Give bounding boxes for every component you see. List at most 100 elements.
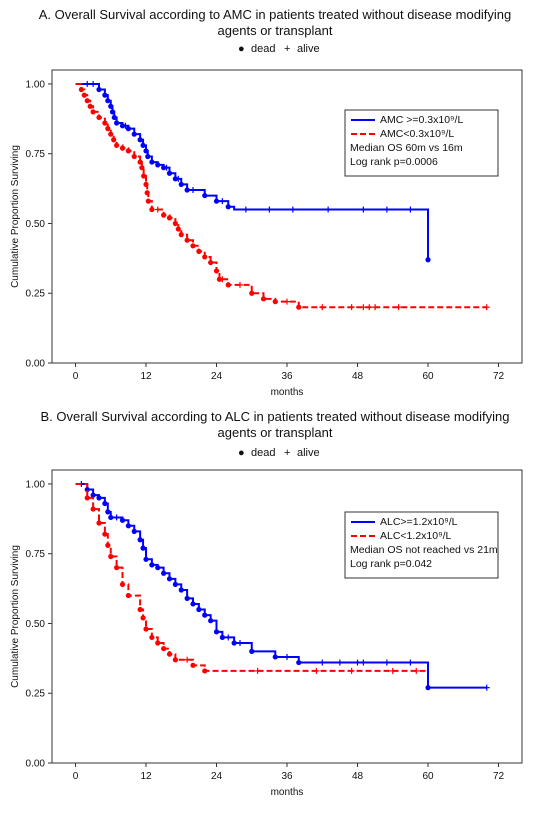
dead-marker xyxy=(425,257,431,263)
dead-marker xyxy=(144,190,150,196)
chart-title-line-1: B. Overall Survival according to ALC in … xyxy=(41,409,510,424)
series-low xyxy=(75,482,428,674)
censored-marker xyxy=(395,304,402,311)
censored-marker xyxy=(360,304,367,311)
legend-entry-label: AMC >=0.3x10⁹/L xyxy=(380,114,463,126)
dead-marker xyxy=(140,615,146,621)
dead-marker xyxy=(202,192,208,199)
dead-marker xyxy=(202,254,208,260)
legend-note: Median OS 60m vs 16m xyxy=(350,142,463,154)
x-tick-label: 0 xyxy=(73,371,79,382)
dead-marker xyxy=(155,162,161,168)
dead-marker xyxy=(102,500,108,507)
censored-marker xyxy=(237,640,243,647)
marker-legend-label-alive: alive xyxy=(297,447,320,459)
dead-marker xyxy=(166,170,173,176)
x-tick-label: 0 xyxy=(73,771,79,782)
dead-marker xyxy=(155,640,161,646)
dead-marker xyxy=(125,592,131,599)
dead-marker xyxy=(137,606,143,613)
dead-marker xyxy=(145,153,151,160)
x-tick-label: 72 xyxy=(493,371,505,382)
dead-marker xyxy=(125,523,131,529)
dead-marker xyxy=(272,654,278,660)
censored-marker xyxy=(219,198,226,205)
dead-marker xyxy=(108,553,114,560)
dead-marker xyxy=(90,492,96,498)
censored-marker xyxy=(242,206,249,213)
dead-marker xyxy=(114,120,120,126)
dead-marker xyxy=(172,581,178,588)
x-tick-label: 72 xyxy=(493,771,505,782)
censored-marker xyxy=(413,667,420,674)
dead-marker xyxy=(231,640,237,646)
dead-marker xyxy=(149,634,155,641)
dead-marker xyxy=(155,565,161,571)
dead-marker xyxy=(213,268,220,274)
dead-marker xyxy=(141,173,147,179)
dead-marker xyxy=(296,304,302,310)
x-tick-label: 36 xyxy=(281,771,293,782)
dead-marker xyxy=(172,657,178,663)
dead-marker xyxy=(166,215,173,221)
dead-marker xyxy=(184,187,190,193)
dead-marker xyxy=(114,142,120,148)
dead-marker xyxy=(139,165,145,171)
dead-marker xyxy=(219,634,225,641)
censored-marker xyxy=(266,206,273,213)
dead-marker xyxy=(208,618,214,624)
legend-box: AMC >=0.3x10⁹/L AMC<0.3x10⁹/L Median OS 60… xyxy=(344,109,499,177)
censored-marker xyxy=(389,667,396,674)
censored-marker xyxy=(348,304,355,311)
censored-marker xyxy=(289,206,296,213)
dead-marker xyxy=(190,601,196,607)
marker-legend-label-dead: dead xyxy=(251,43,275,55)
dead-marker xyxy=(96,114,102,121)
censored-marker xyxy=(360,206,367,213)
x-axis-label: months xyxy=(271,387,304,398)
y-tick-label: 0.00 xyxy=(26,759,46,770)
censored-marker xyxy=(372,304,379,311)
censored-marker xyxy=(254,667,261,674)
dead-marker xyxy=(249,290,255,296)
marker-legend-symbol-alive: + xyxy=(284,447,290,459)
dead-marker xyxy=(184,237,190,243)
dead-marker xyxy=(84,495,90,501)
dead-marker xyxy=(166,651,173,657)
dead-marker xyxy=(225,282,231,288)
dead-marker xyxy=(145,198,151,204)
marker-legend-label-alive: alive xyxy=(297,43,320,55)
y-tick-label: 1.00 xyxy=(26,79,46,90)
dead-marker xyxy=(102,92,108,98)
dead-marker xyxy=(143,181,149,188)
dead-marker xyxy=(111,114,117,121)
y-axis-label: Cumulative Proportion Surviving xyxy=(10,545,21,688)
y-axis-label: Cumulative Proportion Surviving xyxy=(10,145,21,288)
marker-legend-symbol-alive: + xyxy=(284,43,290,55)
dead-marker xyxy=(96,520,102,526)
dead-marker xyxy=(208,259,214,266)
dead-marker xyxy=(202,668,208,674)
dead-marker xyxy=(149,159,155,165)
dead-marker xyxy=(90,109,96,115)
dead-marker xyxy=(196,248,202,254)
legend-note: Log rank p=0.0006 xyxy=(350,156,438,168)
y-tick-label: 0.50 xyxy=(26,219,46,230)
censored-marker xyxy=(354,659,361,666)
legend-entry-label: AMC<0.3x10⁹/L xyxy=(380,128,454,140)
censored-marker xyxy=(348,667,355,674)
censored-marker xyxy=(313,667,320,674)
y-tick-label: 1.00 xyxy=(26,479,46,490)
marker-legend-symbol-dead: ● xyxy=(238,43,245,55)
dead-marker xyxy=(213,198,220,204)
dead-marker xyxy=(161,570,167,576)
censored-marker xyxy=(284,298,290,305)
chart-title-line-2: agents or transplant xyxy=(218,23,333,38)
dead-marker xyxy=(196,606,202,613)
x-tick-label: 48 xyxy=(352,771,364,782)
dead-marker xyxy=(84,98,90,104)
censored-marker xyxy=(383,659,390,666)
dead-marker xyxy=(178,587,184,593)
chart-panel-a: A. Overall Survival according to AMC in … xyxy=(10,7,523,398)
